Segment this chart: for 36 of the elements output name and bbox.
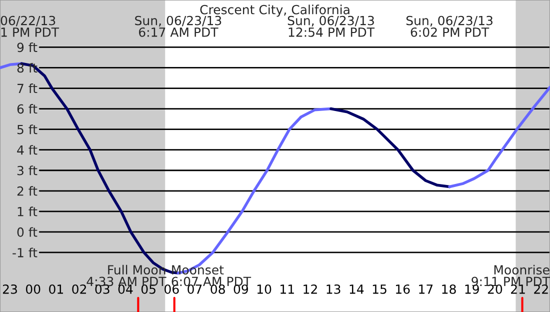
x-tick-label: 16 [396,284,410,294]
x-tick-label: 12 [304,284,317,294]
x-tick-label: 06 [164,284,179,294]
x-tick-label: 23 [2,284,17,294]
x-tick-label: 20 [488,284,502,294]
ref-line-label: Full Moon 4:33 AM PDT [86,264,166,286]
y-tick-label: 5 ft [17,124,38,134]
y-tick-label: 7 ft [18,84,38,94]
y-tick-label: 4 ft [17,145,38,155]
x-tick-label: 15 [372,284,386,294]
annotation: Sun, 06/23/13 6:17 AM PDT [135,16,222,37]
y-tick-label: 2 ft [17,186,38,196]
annotation: 06/22/13 1 PM PDT [0,16,60,37]
chart-title: Crescent City, California [200,4,350,17]
x-tick-label: 21 [511,284,525,294]
x-tick-label: 00 [26,284,40,294]
annotation: Sun, 06/23/13 6:02 PM PDT [406,16,492,37]
x-tick-label: 04 [118,284,133,294]
y-tick-label: 3 ft [17,166,38,176]
x-tick-label: 07 [188,284,202,294]
y-tick-label: 9 ft [17,42,38,52]
x-tick-label: 01 [49,284,63,294]
x-tick-label: 14 [350,284,364,294]
y-tick-label: 0 ft [17,227,38,237]
x-tick-label: 08 [210,284,225,294]
y-tick-label: 1 ft [18,206,38,216]
x-tick-label: 17 [419,284,433,294]
x-tick-label: 10 [257,284,272,294]
y-tick-label: 6 ft [17,104,38,114]
x-tick-label: 19 [465,284,479,294]
x-tick-label: 13 [326,284,340,294]
annotation: Sun, 06/23/13 12:54 PM PDT [288,16,375,37]
y-tick-label: -1 ft [12,248,38,258]
x-tick-label: 11 [280,284,294,294]
x-tick-label: 18 [442,284,456,294]
x-tick-label: 02 [72,284,86,294]
